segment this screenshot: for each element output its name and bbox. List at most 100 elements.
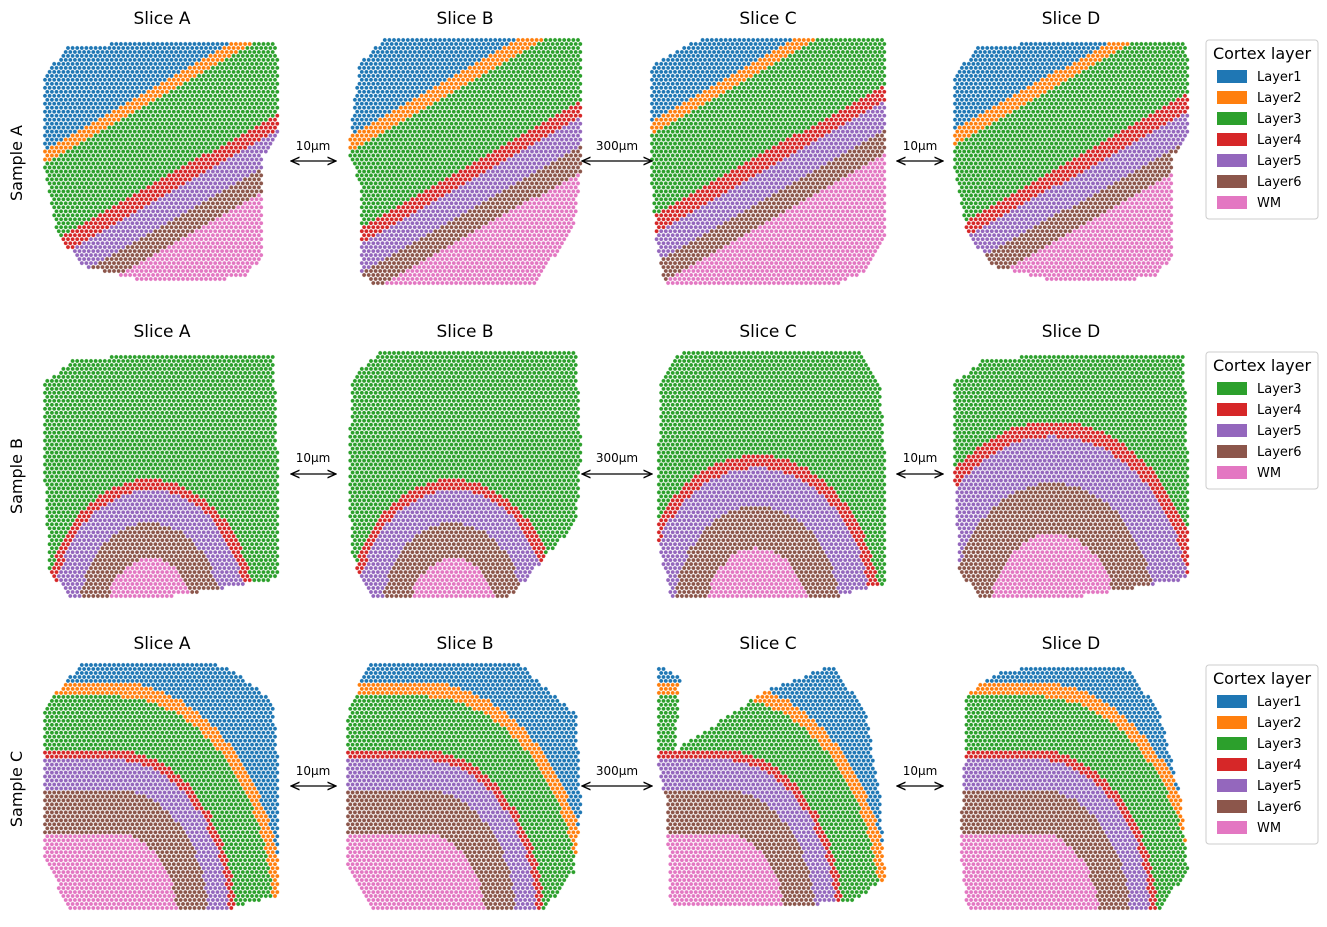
spot-layer1 [61,94,65,98]
spot-layer3 [523,90,527,94]
spot-layer4 [525,142,529,146]
spot-layer3 [209,102,213,106]
spot-layer1 [48,102,52,106]
spot-layer3 [470,134,474,138]
spot-layer3 [525,62,529,66]
spot-layer2 [440,82,444,86]
spot-layer1 [443,38,447,42]
spot-layer4 [82,233,86,237]
spot-layer3 [489,142,493,146]
spot-layer6 [232,189,236,193]
spot-layer4 [225,146,229,150]
spot-layer3 [211,66,215,70]
spot-layer4 [123,201,127,205]
spot-layer5 [551,138,555,142]
spot-layer3 [174,146,178,150]
spot-layer1 [443,46,447,50]
spot-wm [213,237,217,241]
spot-layer5 [156,201,160,205]
spot-layer3 [541,90,545,94]
spot-layer3 [452,149,456,153]
spot-layer3 [241,126,245,130]
spot-layer3 [484,126,488,130]
spot-layer2 [84,134,88,138]
spot-layer4 [146,193,150,197]
spot-layer5 [456,189,460,193]
spot-layer3 [146,106,150,110]
spot-layer4 [532,130,536,134]
spot-layer1 [59,106,63,110]
spot-layer4 [165,185,169,189]
spot-layer1 [374,46,378,50]
spot-layer4 [449,185,453,189]
spot-layer3 [98,181,102,185]
spot-wm [234,249,238,253]
spot-layer4 [234,146,238,150]
spot-layer1 [438,78,442,82]
spot-layer3 [523,122,527,126]
spot-layer3 [112,197,116,201]
spot-layer3 [576,86,580,90]
spot-layer4 [112,221,116,225]
spot-layer4 [440,185,444,189]
spot-layer2 [50,153,54,157]
spot-layer2 [532,42,536,46]
spot-layer5 [225,169,229,173]
spot-layer1 [135,46,139,50]
spot-layer3 [202,90,206,94]
spot-layer2 [215,50,219,54]
spot-layer3 [479,110,483,114]
spot-layer1 [100,82,104,86]
spot-layer3 [165,114,169,118]
spot-layer3 [176,157,180,161]
spot-layer3 [130,149,134,153]
spot-layer3 [431,130,435,134]
spot-layer5 [183,201,187,205]
spot-wm [222,237,226,241]
spot-layer5 [153,205,157,209]
spot-layer3 [426,114,430,118]
spot-layer3 [133,169,137,173]
spot-wm [149,277,153,281]
spot-layer1 [206,50,210,54]
spot-layer4 [142,193,146,197]
spot-layer2 [376,130,380,134]
spot-layer3 [91,177,95,181]
spot-layer3 [197,106,201,110]
spot-layer2 [206,66,210,70]
spot-layer6 [204,221,208,225]
spot-layer3 [500,138,504,142]
spot-layer6 [156,233,160,237]
spot-layer3 [204,102,208,106]
spot-wm [571,197,575,201]
spot-layer2 [128,106,132,110]
spot-wm [179,241,183,245]
spot-wm [218,221,222,225]
spot-layer5 [167,213,171,217]
spot-layer6 [209,197,213,201]
spot-layer1 [498,38,502,42]
spot-layer3 [537,74,541,78]
spot-layer3 [243,66,247,70]
spot-layer1 [371,114,375,118]
spot-layer1 [80,126,84,130]
spot-layer4 [452,181,456,185]
spot-layer3 [110,185,114,189]
spot-layer1 [112,94,116,98]
spot-layer5 [110,233,114,237]
spot-layer6 [539,189,543,193]
spot-layer5 [94,261,98,265]
spot-layer3 [94,165,98,169]
spot-layer5 [525,165,529,169]
spot-layer1 [96,106,100,110]
spot-layer3 [530,94,534,98]
spot-layer4 [199,165,203,169]
spot-wm [250,213,254,217]
spot-layer3 [54,177,58,181]
spot-layer3 [123,185,127,189]
spot-layer1 [112,54,116,58]
spot-layer1 [151,50,155,54]
spot-layer3 [537,122,541,126]
spot-layer3 [165,98,169,102]
spot-layer4 [114,217,118,221]
